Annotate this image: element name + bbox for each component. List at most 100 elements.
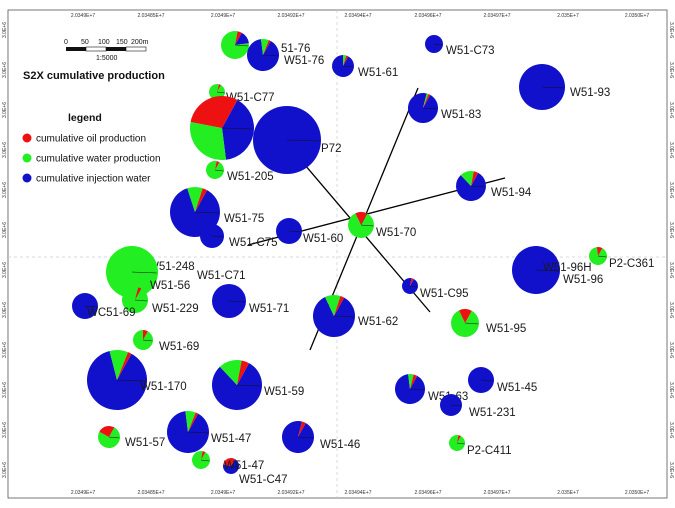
pie-slice	[195, 188, 208, 212]
well-marker-tick	[216, 91, 225, 94]
well-label: WC51-69	[87, 307, 136, 319]
pie-slice	[325, 294, 341, 316]
well-label: W51-C73	[446, 45, 495, 57]
well-marker[interactable]	[221, 30, 249, 60]
well-marker[interactable]: W51-46	[281, 421, 360, 453]
pie-slice	[98, 427, 120, 449]
well-marker[interactable]: W51-47	[166, 411, 251, 453]
well-marker[interactable]: W51-93	[519, 64, 610, 110]
well-marker[interactable]: W51-229	[122, 287, 199, 315]
well-marker[interactable]: W51-83	[408, 93, 481, 124]
pie-slice	[187, 187, 203, 212]
well-marker[interactable]	[192, 451, 211, 470]
well-marker[interactable]: 51-76	[247, 39, 310, 71]
pie-slice	[205, 161, 224, 179]
pie-slice	[189, 122, 227, 160]
well-marker[interactable]: W51-57	[98, 426, 165, 449]
well-marker[interactable]	[106, 246, 158, 298]
well-marker[interactable]: W51-94	[456, 171, 532, 201]
pie-slice	[281, 421, 314, 453]
pie-slice	[188, 412, 199, 432]
scale-tick-label: 200m	[131, 39, 149, 46]
well-marker[interactable]: W51-71	[212, 284, 289, 318]
pie-slice	[312, 296, 355, 337]
well-marker[interactable]: W51-56	[150, 280, 190, 292]
well-marker[interactable]: W51-231	[440, 394, 516, 419]
axis-tick-label-left: 3.0E+6	[2, 222, 8, 238]
legend: legend cumulative oil productioncumulati…	[22, 112, 161, 185]
well-marker[interactable]: W51-95	[450, 309, 526, 337]
well-label: W51-95	[486, 323, 526, 335]
pie-slice	[223, 458, 235, 466]
pie-slice	[457, 435, 461, 443]
well-label: W51-61	[358, 67, 398, 79]
well-marker[interactable]: W51-62	[312, 294, 398, 337]
well-marker[interactable]: W51-45	[468, 367, 537, 394]
well-marker[interactable]: P2-C411	[449, 435, 512, 457]
pie-slice	[471, 171, 479, 186]
scale-tick-label: 50	[81, 39, 89, 46]
well-marker[interactable]: P72	[253, 106, 341, 174]
well-marker-tick	[541, 86, 564, 89]
pie-slice	[348, 213, 375, 239]
pie-slice	[331, 55, 354, 77]
well-marker-tick	[433, 43, 443, 46]
map-frame-border	[7, 9, 668, 499]
well-marker-tick	[108, 436, 120, 439]
well-marker[interactable]: W51-69	[132, 330, 199, 353]
well-marker[interactable]: W51-47	[223, 458, 264, 475]
well-label: W51-76	[284, 55, 324, 67]
axis-tick-label-bottom: 2.03492E+7	[277, 490, 304, 496]
pie-slice	[459, 309, 472, 323]
axis-tick-label-top: 2.03496E+7	[414, 13, 441, 19]
legend-items: cumulative oil production cumulative wate…	[22, 133, 161, 185]
pie-slice	[185, 411, 196, 432]
well-marker[interactable]: W51-C71	[197, 270, 246, 282]
axis-tick-label-bottom: 2.03485E+7	[137, 490, 164, 496]
well-label: W51-83	[441, 109, 481, 121]
well-marker[interactable]: W51-C73	[425, 35, 495, 57]
pie-slice	[235, 32, 249, 45]
pie-slice	[211, 363, 262, 411]
axis-tick-label-bottom: 2.03496E+7	[414, 490, 441, 496]
well-label: W51-59	[264, 386, 304, 398]
well-label: W51-229	[152, 303, 199, 315]
well-marker-tick	[480, 379, 494, 382]
well-label: W51-C95	[420, 288, 469, 300]
axis-tick-label-top: 2.03497E+7	[483, 13, 510, 19]
well-marker[interactable]: W51-61	[331, 55, 398, 79]
pie-slice	[343, 55, 347, 66]
well-marker[interactable]: W51-96H	[512, 246, 592, 294]
well-label: W51-56	[150, 280, 190, 292]
axis-tick-label-right: 3.0E+6	[668, 382, 674, 398]
well-marker[interactable]: W51-C75	[200, 224, 278, 249]
well-marker[interactable]: W51-59	[211, 360, 304, 411]
well-marker[interactable]: W51-96	[563, 274, 603, 286]
well-label: P72	[321, 143, 341, 155]
axis-tick-label-bottom: 2.035E+7	[557, 490, 579, 496]
axis-tick-label-bottom: 2.03494E+7	[344, 490, 371, 496]
well-marker[interactable]: W51-170	[87, 350, 187, 411]
well-marker[interactable]: W51-76	[284, 55, 324, 67]
well-marker[interactable]: W51-205	[205, 161, 274, 183]
well-marker[interactable]: WC51-69	[72, 293, 136, 319]
well-marker-tick	[200, 459, 210, 462]
well-marker[interactable]: W51-75	[170, 187, 264, 237]
axis-tick-label-right: 3.0E+6	[668, 102, 674, 118]
well-marker[interactable]: W51-C47	[239, 474, 288, 486]
legend-item-label: cumulative water production	[36, 154, 161, 165]
well-label: W51-231	[469, 407, 516, 419]
well-marker[interactable]: W51-60	[276, 218, 343, 245]
well-marker-tick	[409, 388, 425, 391]
axis-tick-labels: 2.0349E+7 2.03485E+7 2.0349E+7 2.03492E+7 2.…	[2, 13, 674, 496]
well-marker[interactable]: P2-C361	[588, 247, 654, 270]
well-marker-tick	[116, 379, 146, 382]
well-marker[interactable]	[189, 95, 254, 160]
well-marker[interactable]: W51-C95	[402, 278, 469, 300]
pie-slice	[408, 374, 414, 389]
scale-ratio: 1:5000	[96, 55, 118, 62]
well-marker[interactable]: W51-70	[348, 212, 416, 239]
well-label: W51-96H	[543, 262, 592, 274]
axis-tick-label-left: 3.0E+6	[2, 22, 8, 38]
scale-bar-segment	[106, 47, 126, 51]
